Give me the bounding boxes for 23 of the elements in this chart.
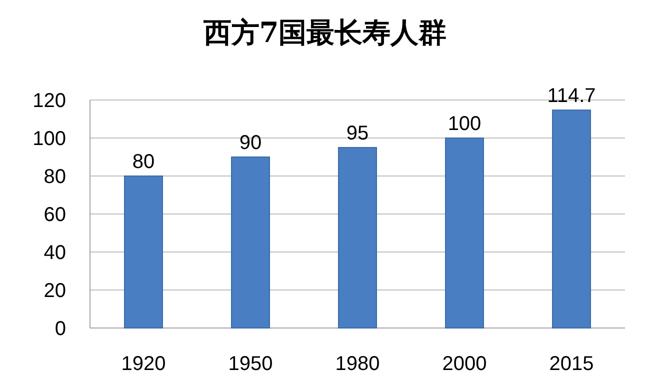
y-tick-label: 20 bbox=[44, 280, 66, 302]
data-label: 80 bbox=[132, 151, 155, 173]
y-tick-label: 100 bbox=[32, 128, 66, 150]
data-label: 114.7 bbox=[547, 85, 596, 108]
y-tick-label: 0 bbox=[54, 318, 66, 340]
bar bbox=[338, 147, 377, 328]
bar bbox=[552, 110, 591, 328]
bar bbox=[231, 156, 270, 328]
y-tick-label: 80 bbox=[44, 166, 66, 188]
x-tick-label: 1980 bbox=[335, 353, 380, 375]
y-tick-label: 120 bbox=[32, 90, 66, 112]
x-tick-label: 1920 bbox=[121, 353, 166, 375]
x-tick-label: 2000 bbox=[442, 353, 487, 375]
data-label: 100 bbox=[448, 113, 482, 135]
data-label: 90 bbox=[239, 132, 262, 154]
y-tick-label: 60 bbox=[44, 204, 66, 226]
bar bbox=[445, 138, 484, 328]
y-tick-label: 40 bbox=[44, 242, 66, 264]
data-label: 95 bbox=[346, 122, 369, 144]
bar bbox=[124, 176, 163, 328]
x-tick-label: 2015 bbox=[549, 353, 594, 375]
chart-title: 西方7国最长寿人群 bbox=[202, 16, 447, 49]
x-tick-label: 1950 bbox=[228, 353, 273, 375]
